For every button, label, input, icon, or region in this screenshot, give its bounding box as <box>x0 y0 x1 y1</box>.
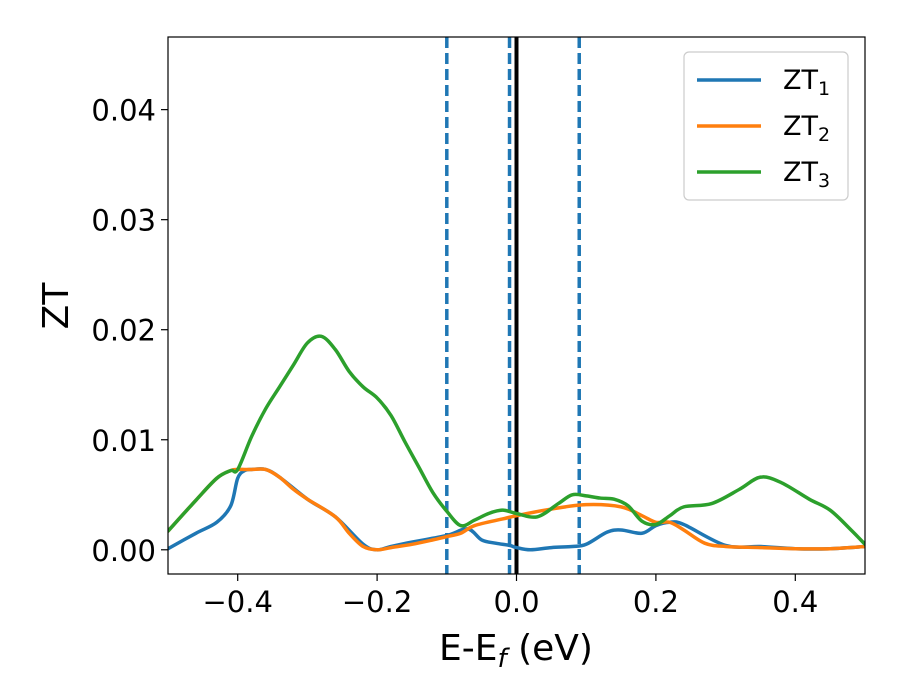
x-tick-label: 0.0 <box>493 585 539 619</box>
y-tick-label: 0.00 <box>91 534 156 568</box>
x-tick-label: 0.2 <box>633 585 679 619</box>
legend-label-zt3: ZT3 <box>783 157 830 192</box>
legend-label-zt2: ZT2 <box>783 111 830 146</box>
x-axis-ticks: −0.4 −0.2 0.0 0.2 0.4 <box>202 574 818 619</box>
y-tick-label: 0.04 <box>91 94 156 128</box>
y-tick-label: 0.01 <box>91 424 156 458</box>
x-axis-label: E-Ef (eV) <box>439 628 593 674</box>
y-tick-label: 0.02 <box>91 314 156 348</box>
series-lines <box>168 334 865 552</box>
y-axis-ticks: 0.00 0.01 0.02 0.03 0.04 <box>91 94 168 568</box>
vertical-reference-lines <box>445 37 581 574</box>
y-tick-label: 0.03 <box>91 204 156 238</box>
legend-label-zt1: ZT1 <box>783 65 830 100</box>
y-axis-label: ZT <box>36 282 77 330</box>
legend: ZT1 ZT2 ZT3 <box>683 51 849 201</box>
x-tick-label: −0.4 <box>202 585 272 619</box>
series-line-zt3 <box>168 334 865 547</box>
x-tick-label: 0.4 <box>772 585 818 619</box>
legend-box <box>683 51 849 201</box>
series-line-zt2 <box>168 467 865 552</box>
x-tick-label: −0.2 <box>342 585 412 619</box>
